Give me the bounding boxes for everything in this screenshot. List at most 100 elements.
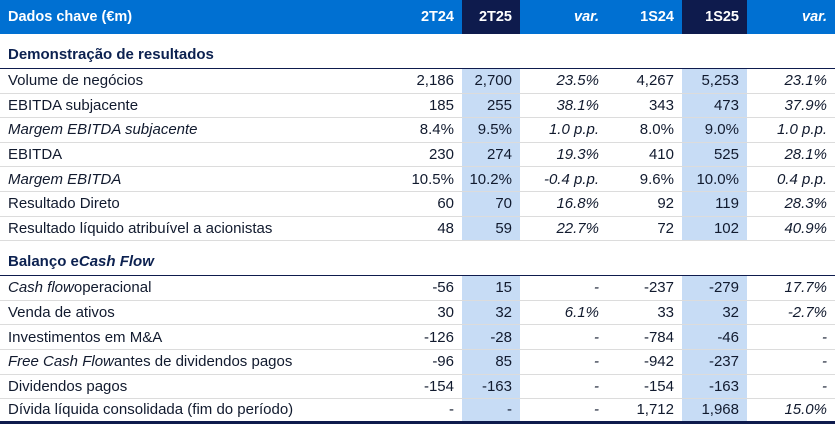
value-cell-1s25-half: 525 [682, 142, 747, 167]
column-header-var-half: var. [802, 9, 827, 25]
value-cell-var: 23.5% [556, 72, 599, 90]
label-segment: Margem EBITDA [8, 170, 122, 188]
value-cell-1s25-half: 10.0% [682, 167, 747, 191]
column-header-1s25: 1S25 [682, 0, 747, 34]
value-cell-var: 22.7% [556, 219, 599, 237]
value-cell-2t24: 60 [437, 195, 454, 213]
value-cell-var: -0.4 p.p. [543, 170, 599, 188]
value-cell-2t24: 8.4% [419, 121, 454, 139]
label-segment: Cash Flow [78, 253, 154, 271]
table-row: Margem EBITDA 10.5% 10.2% -0.4 p.p. 9.6% 10.0… [0, 167, 835, 192]
value-cell-1s25-half: 1,968 [682, 399, 747, 421]
section-header-spacer [520, 241, 607, 275]
label-segment: Free Cash Flow [8, 353, 114, 371]
value-cell-1s25-half: -163 [682, 374, 747, 399]
row-label: EBITDA [0, 143, 405, 167]
value-cell-var: 1.0 p.p. [548, 121, 599, 139]
table-row: Resultado Direto 60 70 16.8% 92 119 28.3% [0, 191, 835, 217]
label-segment: Volume de negócios [8, 72, 144, 90]
value-cell-2t24: 30 [437, 304, 454, 322]
value-cell-2t25: 274 [462, 142, 520, 167]
value-cell-var-half: -2.7% [787, 304, 827, 322]
value-cell-2t25: 32 [462, 300, 520, 325]
label-segment: Balanço e [8, 253, 79, 271]
row-label: Cash flow operacional [0, 276, 405, 300]
value-cell-1s25-half: 5,253 [682, 69, 747, 93]
section-header-spacer [462, 241, 520, 275]
label-segment: EBITDA subjacente [8, 96, 139, 114]
table-row: Investimentos em M&A -126 -28 - -784 -46 - [0, 325, 835, 350]
value-cell-var: - [594, 353, 599, 371]
value-cell-var-half: 40.9% [784, 219, 827, 237]
value-cell-var: - [594, 377, 599, 395]
table-row: Resultado líquido atribuível a acionista… [0, 216, 835, 242]
value-cell-var: - [594, 328, 599, 346]
section-header-spacer [607, 34, 682, 68]
section-header-spacer [405, 241, 462, 275]
value-cell-2t25: 10.2% [462, 167, 520, 191]
row-label: EBITDA subjacente [0, 94, 405, 118]
value-cell-1s24-half: 410 [648, 146, 674, 164]
table-body: Demonstração de resultados Volume de negó… [0, 34, 835, 424]
value-cell-var-half: 23.1% [784, 72, 827, 90]
row-label: Volume de negócios [0, 69, 405, 93]
section-title: Demonstração de resultados [0, 34, 405, 68]
table-row: Venda de ativos 30 32 6.1% 33 32 -2.7% [0, 300, 835, 326]
section-header-spacer [682, 34, 747, 68]
value-cell-var-half: 15.0% [784, 401, 827, 419]
section-header-spacer [462, 34, 520, 68]
value-cell-2t24: 185 [428, 96, 454, 114]
value-cell-var-half: - [822, 353, 827, 371]
value-cell-var: 16.8% [556, 195, 599, 213]
column-header-var-quarter: var. [574, 9, 599, 25]
value-cell-2t25: 70 [462, 191, 520, 216]
value-cell-2t25: - [462, 399, 520, 421]
section-header-spacer [607, 241, 682, 275]
label-segment: Demonstração de resultados [8, 46, 214, 63]
value-cell-var-half: 0.4 p.p. [776, 170, 827, 188]
row-label: Dívida líquida consolidada (fim do perío… [0, 399, 405, 421]
row-label: Resultado líquido atribuível a acionista… [0, 217, 405, 241]
value-cell-var: 38.1% [556, 96, 599, 114]
value-cell-1s25-half: 119 [682, 191, 747, 216]
value-cell-1s25-half: -237 [682, 349, 747, 374]
value-cell-2t24: -56 [432, 279, 454, 297]
label-segment: Margem EBITDA subjacente [8, 121, 198, 139]
row-label: Venda de ativos [0, 301, 405, 325]
value-cell-2t24: 48 [437, 219, 454, 237]
value-cell-2t25: 85 [462, 349, 520, 374]
value-cell-2t24: 2,186 [416, 72, 454, 90]
row-label: Dividendos pagos [0, 375, 405, 399]
value-cell-2t25: -28 [462, 325, 520, 349]
value-cell-var: - [594, 401, 599, 419]
value-cell-2t24: 230 [428, 146, 454, 164]
value-cell-2t25: 59 [462, 216, 520, 241]
column-header-2t24: 2T24 [420, 9, 454, 25]
label-segment: Resultado líquido atribuível a acionista… [8, 219, 273, 237]
label-segment: Investimentos em M&A [8, 328, 163, 346]
value-cell-1s24-half: 33 [657, 304, 674, 322]
row-label: Free Cash Flow antes de dividendos pagos [0, 350, 405, 374]
section-header-spacer [405, 34, 462, 68]
value-cell-2t25: -163 [462, 374, 520, 399]
table-row: Margem EBITDA subjacente 8.4% 9.5% 1.0 p.p.… [0, 118, 835, 143]
label-segment: operacional [73, 279, 152, 297]
value-cell-2t25: 255 [462, 93, 520, 118]
column-header-1s24: 1S24 [640, 9, 674, 25]
value-cell-1s24-half: 9.6% [639, 170, 674, 188]
label-segment: EBITDA [8, 146, 63, 164]
value-cell-1s25-half: -279 [682, 276, 747, 300]
value-cell-1s24-half: 8.0% [639, 121, 674, 139]
value-cell-2t24: - [449, 401, 454, 419]
value-cell-var-half: - [822, 328, 827, 346]
value-cell-2t24: -126 [423, 328, 454, 346]
section-header-spacer [747, 34, 835, 68]
value-cell-1s25-half: 473 [682, 93, 747, 118]
value-cell-var-half: - [822, 377, 827, 395]
value-cell-var: 19.3% [556, 146, 599, 164]
value-cell-2t25: 15 [462, 276, 520, 300]
value-cell-1s24-half: 72 [657, 219, 674, 237]
value-cell-1s24-half: -784 [643, 328, 674, 346]
section-header-row: Demonstração de resultados [0, 34, 835, 69]
label-segment: antes de dividendos pagos [113, 353, 293, 371]
